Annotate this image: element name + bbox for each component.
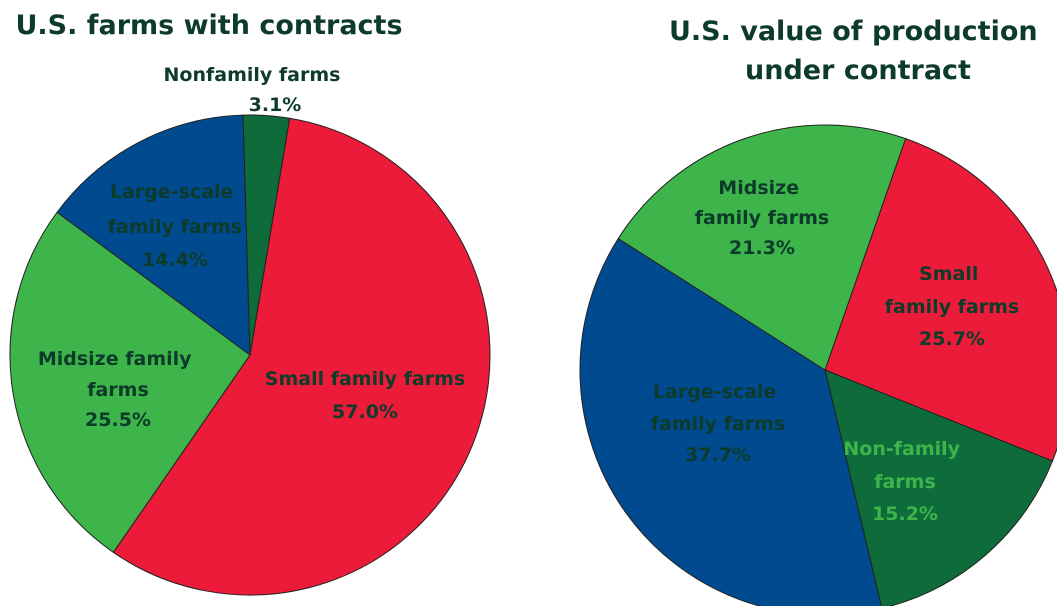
slice-label: Nonfamily farms <box>164 64 341 86</box>
value-label: 57.0% <box>332 401 398 423</box>
pie-slice <box>9 211 251 554</box>
value-label: 21.3% <box>729 237 795 259</box>
chart-title: U.S. value of production under contract <box>669 16 1047 86</box>
pie-slice <box>824 137 1057 462</box>
pie-slice <box>617 124 907 371</box>
value-label: 3.1% <box>249 94 302 116</box>
slice-label: Non-family farms <box>843 438 966 493</box>
slice-label: Midsize family farms <box>38 348 198 401</box>
chart-title: U.S. farms with contracts <box>15 10 402 41</box>
slice-label: Small family farms <box>265 368 465 390</box>
pie-slice <box>56 114 251 357</box>
value-label: 14.4% <box>142 249 208 271</box>
value-label: 25.5% <box>85 409 151 431</box>
pie-slice <box>579 237 882 606</box>
slice-label: Large-scale family farms <box>651 381 785 435</box>
slice-label: Large-scale family farms <box>108 181 242 238</box>
pie-slice <box>824 369 1054 606</box>
pie-slice <box>242 114 291 356</box>
value-label: 37.7% <box>685 444 751 466</box>
pie-slice <box>112 117 491 596</box>
value-label: 25.7% <box>919 328 985 350</box>
value-label: 15.2% <box>872 503 938 525</box>
slice-label: Small family farms <box>885 263 1019 318</box>
slice-label: Midsize family farms <box>695 177 829 229</box>
